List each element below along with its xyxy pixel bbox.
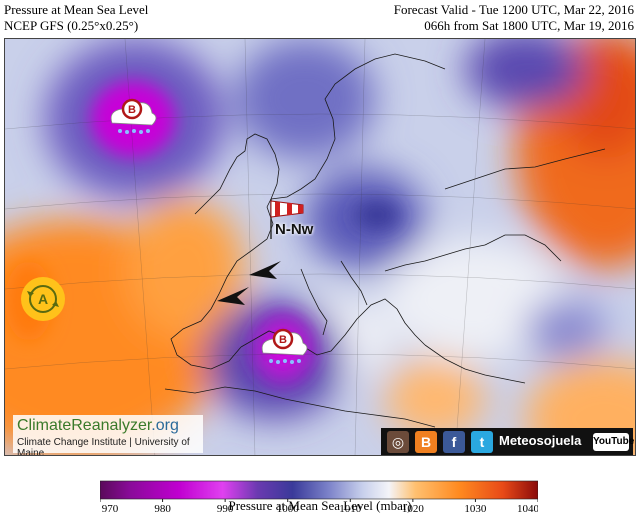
color-scale-tick-label: 990 [217,503,234,515]
institution-name: Climate Change Institute | University of… [17,437,190,456]
forecast-valid: Forecast Valid - Tue 1200 UTC, Mar 22, 2… [393,2,634,17]
wind-arrow-icon [217,287,249,305]
color-scale-bar [100,480,538,500]
header-left: Pressure at Mean Sea Level NCEP GFS (0.2… [4,2,148,34]
color-scale-tick-label: 1030 [464,503,487,515]
site-name: ClimateReanalyzer [17,417,152,434]
low-pressure-icon: B [261,328,308,364]
color-scale-tick-label: 970 [102,503,119,515]
color-scale-tick-label: 1040 [517,503,538,515]
high-symbol-label: A [38,291,48,307]
youtube-logo[interactable]: YouTube [593,433,634,451]
twitter-icon[interactable]: t [471,431,493,453]
instagram-icon[interactable]: ◎ [387,431,409,453]
branding-box: ClimateReanalyzer.org Climate Change Ins… [13,415,203,456]
low-symbol-label: B [279,334,287,346]
color-scale-tick-label: 1010 [339,503,362,515]
color-scale-tick-label: 1020 [402,503,425,515]
wind-arrow-icon [249,261,281,279]
social-bar: ◎ B f t Meteosojuela YouTube [381,428,634,455]
facebook-icon[interactable]: f [443,431,465,453]
site-logo[interactable]: ClimateReanalyzer.org [17,417,179,435]
site-domain: .org [151,417,179,434]
color-scale-title: Pressure at Mean Sea Level (mbar) [228,498,412,513]
color-scale-ticks: 970 980 990 1000 1010 1020 1030 1040 [100,499,538,515]
low-pressure-icon: B [110,98,157,134]
color-scale-tick-label: 1000 [277,503,300,515]
wind-direction-label: N-Nw [275,221,314,238]
map-title: Pressure at Mean Sea Level [4,2,149,17]
header-right: Forecast Valid - Tue 1200 UTC, Mar 22, 2… [394,2,634,34]
windsock-icon [270,199,304,239]
coastlines [164,53,606,428]
low-symbol-label: B [128,104,136,116]
pressure-map: B B A N-Nw Climate [4,38,636,456]
social-account-name: Meteosojuela [499,433,582,448]
color-scale: 970 980 990 1000 1010 1020 1030 1040 [100,480,538,515]
model-name: NCEP GFS (0.25°x0.25°) [4,18,139,33]
high-pressure-icon: A [21,277,65,321]
blogger-icon[interactable]: B [415,431,437,453]
map-canvas: B B A [5,39,635,455]
forecast-init: 066h from Sat 1800 UTC, Mar 19, 2016 [424,18,634,33]
color-scale-tick-label: 980 [154,503,171,515]
